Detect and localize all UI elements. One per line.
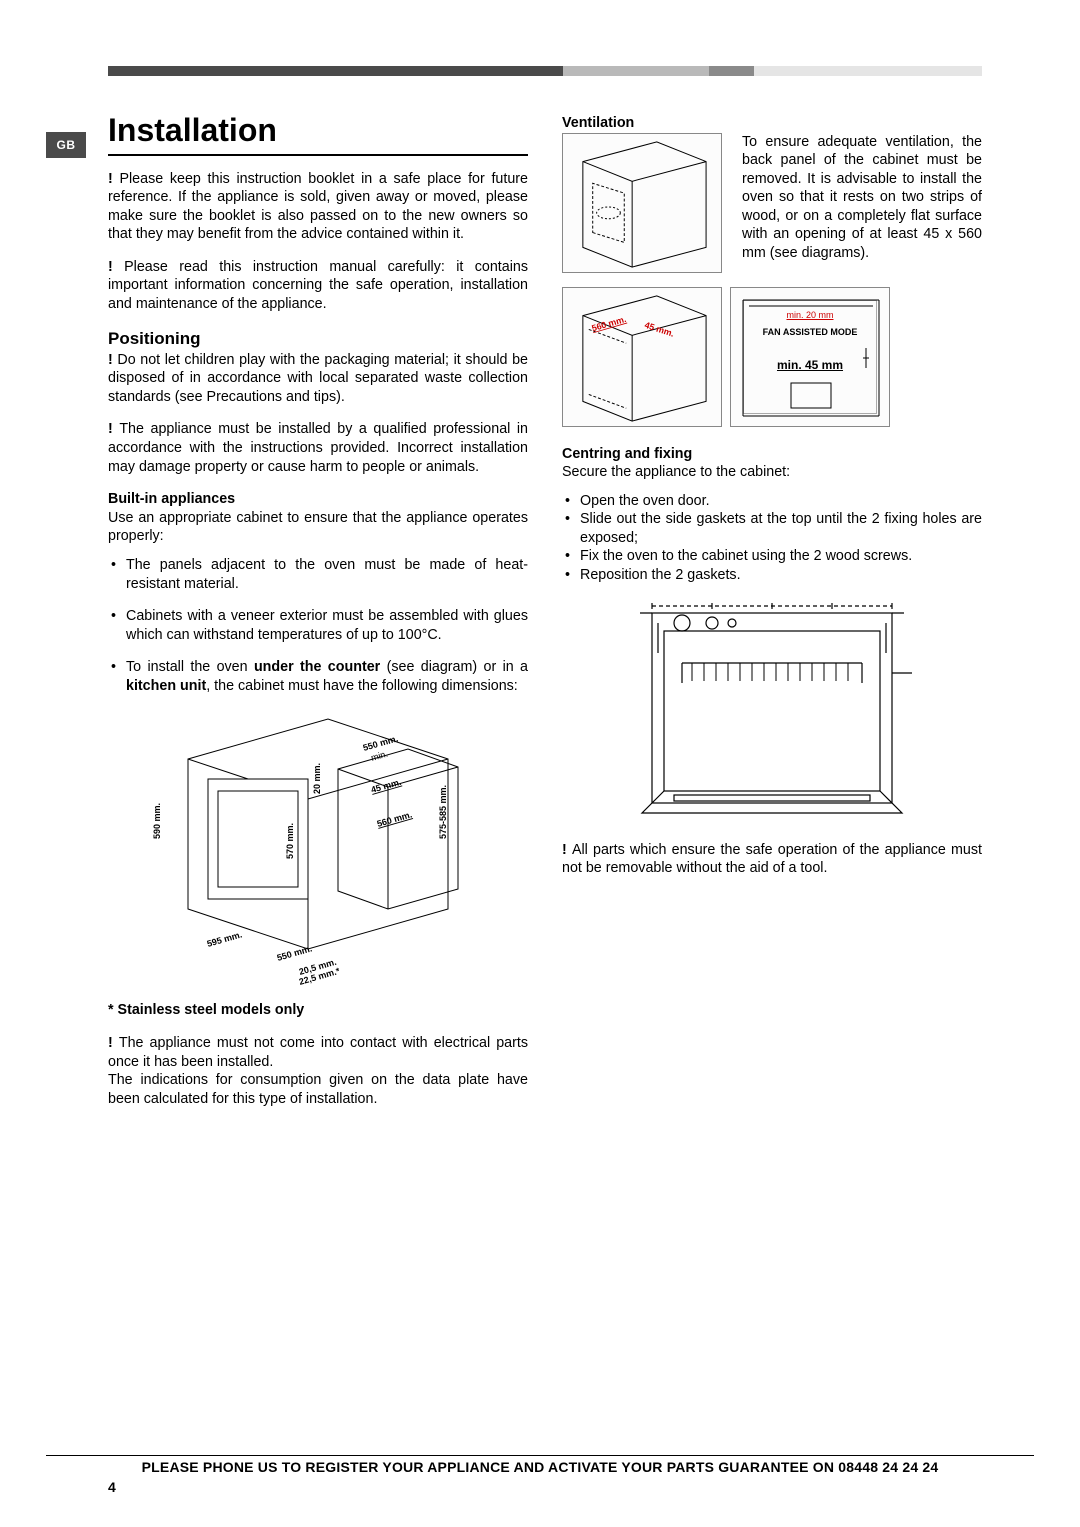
builtin-heading: Built-in appliances — [108, 490, 528, 509]
ventilation-row: To ensure adequate ventilation, the back… — [562, 133, 982, 273]
header-bar-segment — [108, 66, 563, 76]
page-number: 4 — [108, 1479, 116, 1495]
builtin-para: Use an appropriate cabinet to ensure tha… — [108, 509, 528, 546]
centring-para: Secure the appliance to the cabinet: — [562, 463, 982, 482]
svg-text:550 mm.: 550 mm. — [276, 944, 313, 964]
bullet-heat-resistant: The panels adjacent to the oven must be … — [108, 556, 528, 593]
intro-para-1: ! Please keep this instruction booklet i… — [108, 170, 528, 244]
cf-bullet-2: Slide out the side gaskets at the top un… — [562, 510, 982, 547]
positioning-p2: ! The appliance must be installed by a q… — [108, 420, 528, 476]
footer-register: PLEASE PHONE US TO REGISTER YOUR APPLIAN… — [46, 1455, 1034, 1475]
header-color-bar — [108, 66, 982, 76]
title-rule — [108, 154, 528, 156]
intro-1-text: Please keep this instruction booklet in … — [108, 171, 528, 243]
svg-text:20 mm.: 20 mm. — [312, 763, 322, 794]
ventilation-text: To ensure adequate ventilation, the back… — [742, 133, 982, 273]
svg-text:590 mm.: 590 mm. — [152, 803, 162, 839]
page-title: Installation — [108, 110, 528, 152]
positioning-heading: Positioning — [108, 328, 528, 350]
svg-text:575-585 mm.: 575-585 mm. — [438, 785, 448, 839]
header-bar-segment — [563, 66, 709, 76]
pos-2-text: The appliance must be installed by a qua… — [108, 421, 528, 474]
intro-para-2: ! Please read this instruction manual ca… — [108, 258, 528, 314]
svg-text:45 mm.: 45 mm. — [643, 319, 675, 338]
right-column: Ventilation To ensure adequate ventilati… — [562, 110, 982, 1108]
header-bar-segment — [754, 66, 982, 76]
left-column: Installation ! Please keep this instruct… — [108, 110, 528, 1108]
page-content: GB Installation ! Please keep this instr… — [46, 110, 982, 1108]
svg-text:570 mm.: 570 mm. — [285, 823, 295, 859]
electrical-p1: ! The appliance must not come into conta… — [108, 1034, 528, 1071]
stainless-note: * Stainless steel models only — [108, 1001, 528, 1020]
ventilation-heading: Ventilation — [562, 114, 982, 133]
diagram-row: 560 mm. 45 mm. min. 20 mm FAN ASSISTED M… — [562, 287, 982, 427]
cf-bullet-1: Open the oven door. — [562, 492, 982, 511]
svg-text:min.: min. — [370, 749, 389, 763]
fan-mode-diagram: min. 20 mm FAN ASSISTED MODE min. 45 mm — [730, 287, 890, 427]
safety-text: All parts which ensure the safe operatio… — [562, 842, 982, 877]
cabinet-dimensions-diagram: 590 mm. 570 mm. 20 mm. 595 mm. 550 mm. 2… — [148, 709, 488, 989]
svg-text:560 mm.: 560 mm. — [376, 810, 413, 830]
ventilation-diagram-1 — [562, 133, 722, 273]
safety-para: ! All parts which ensure the safe operat… — [562, 841, 982, 878]
cf-bullet-3: Fix the oven to the cabinet using the 2 … — [562, 547, 982, 566]
cf-bullet-4: Reposition the 2 gaskets. — [562, 566, 982, 585]
pos-1-text: Do not let children play with the packag… — [108, 352, 528, 405]
builtin-bullets: The panels adjacent to the oven must be … — [108, 556, 528, 695]
oven-front-diagram — [622, 593, 922, 823]
svg-text:560 mm.: 560 mm. — [591, 313, 628, 332]
positioning-p1: ! Do not let children play with the pack… — [108, 351, 528, 407]
ventilation-diagram-2: 560 mm. 45 mm. — [562, 287, 722, 427]
centring-bullets: Open the oven door. Slide out the side g… — [562, 492, 982, 585]
language-badge: GB — [46, 132, 86, 158]
elec-1-text: The appliance must not come into contact… — [108, 1035, 528, 1070]
electrical-p2: The indications for consumption given on… — [108, 1071, 528, 1108]
bullet-glue: Cabinets with a veneer exterior must be … — [108, 607, 528, 644]
centring-heading: Centring and fixing — [562, 445, 982, 464]
intro-2-text: Please read this instruction manual care… — [108, 259, 528, 312]
header-bar-segment — [709, 66, 755, 76]
bullet-dimensions: To install the oven under the counter (s… — [108, 658, 528, 695]
svg-text:595 mm.: 595 mm. — [206, 930, 243, 950]
